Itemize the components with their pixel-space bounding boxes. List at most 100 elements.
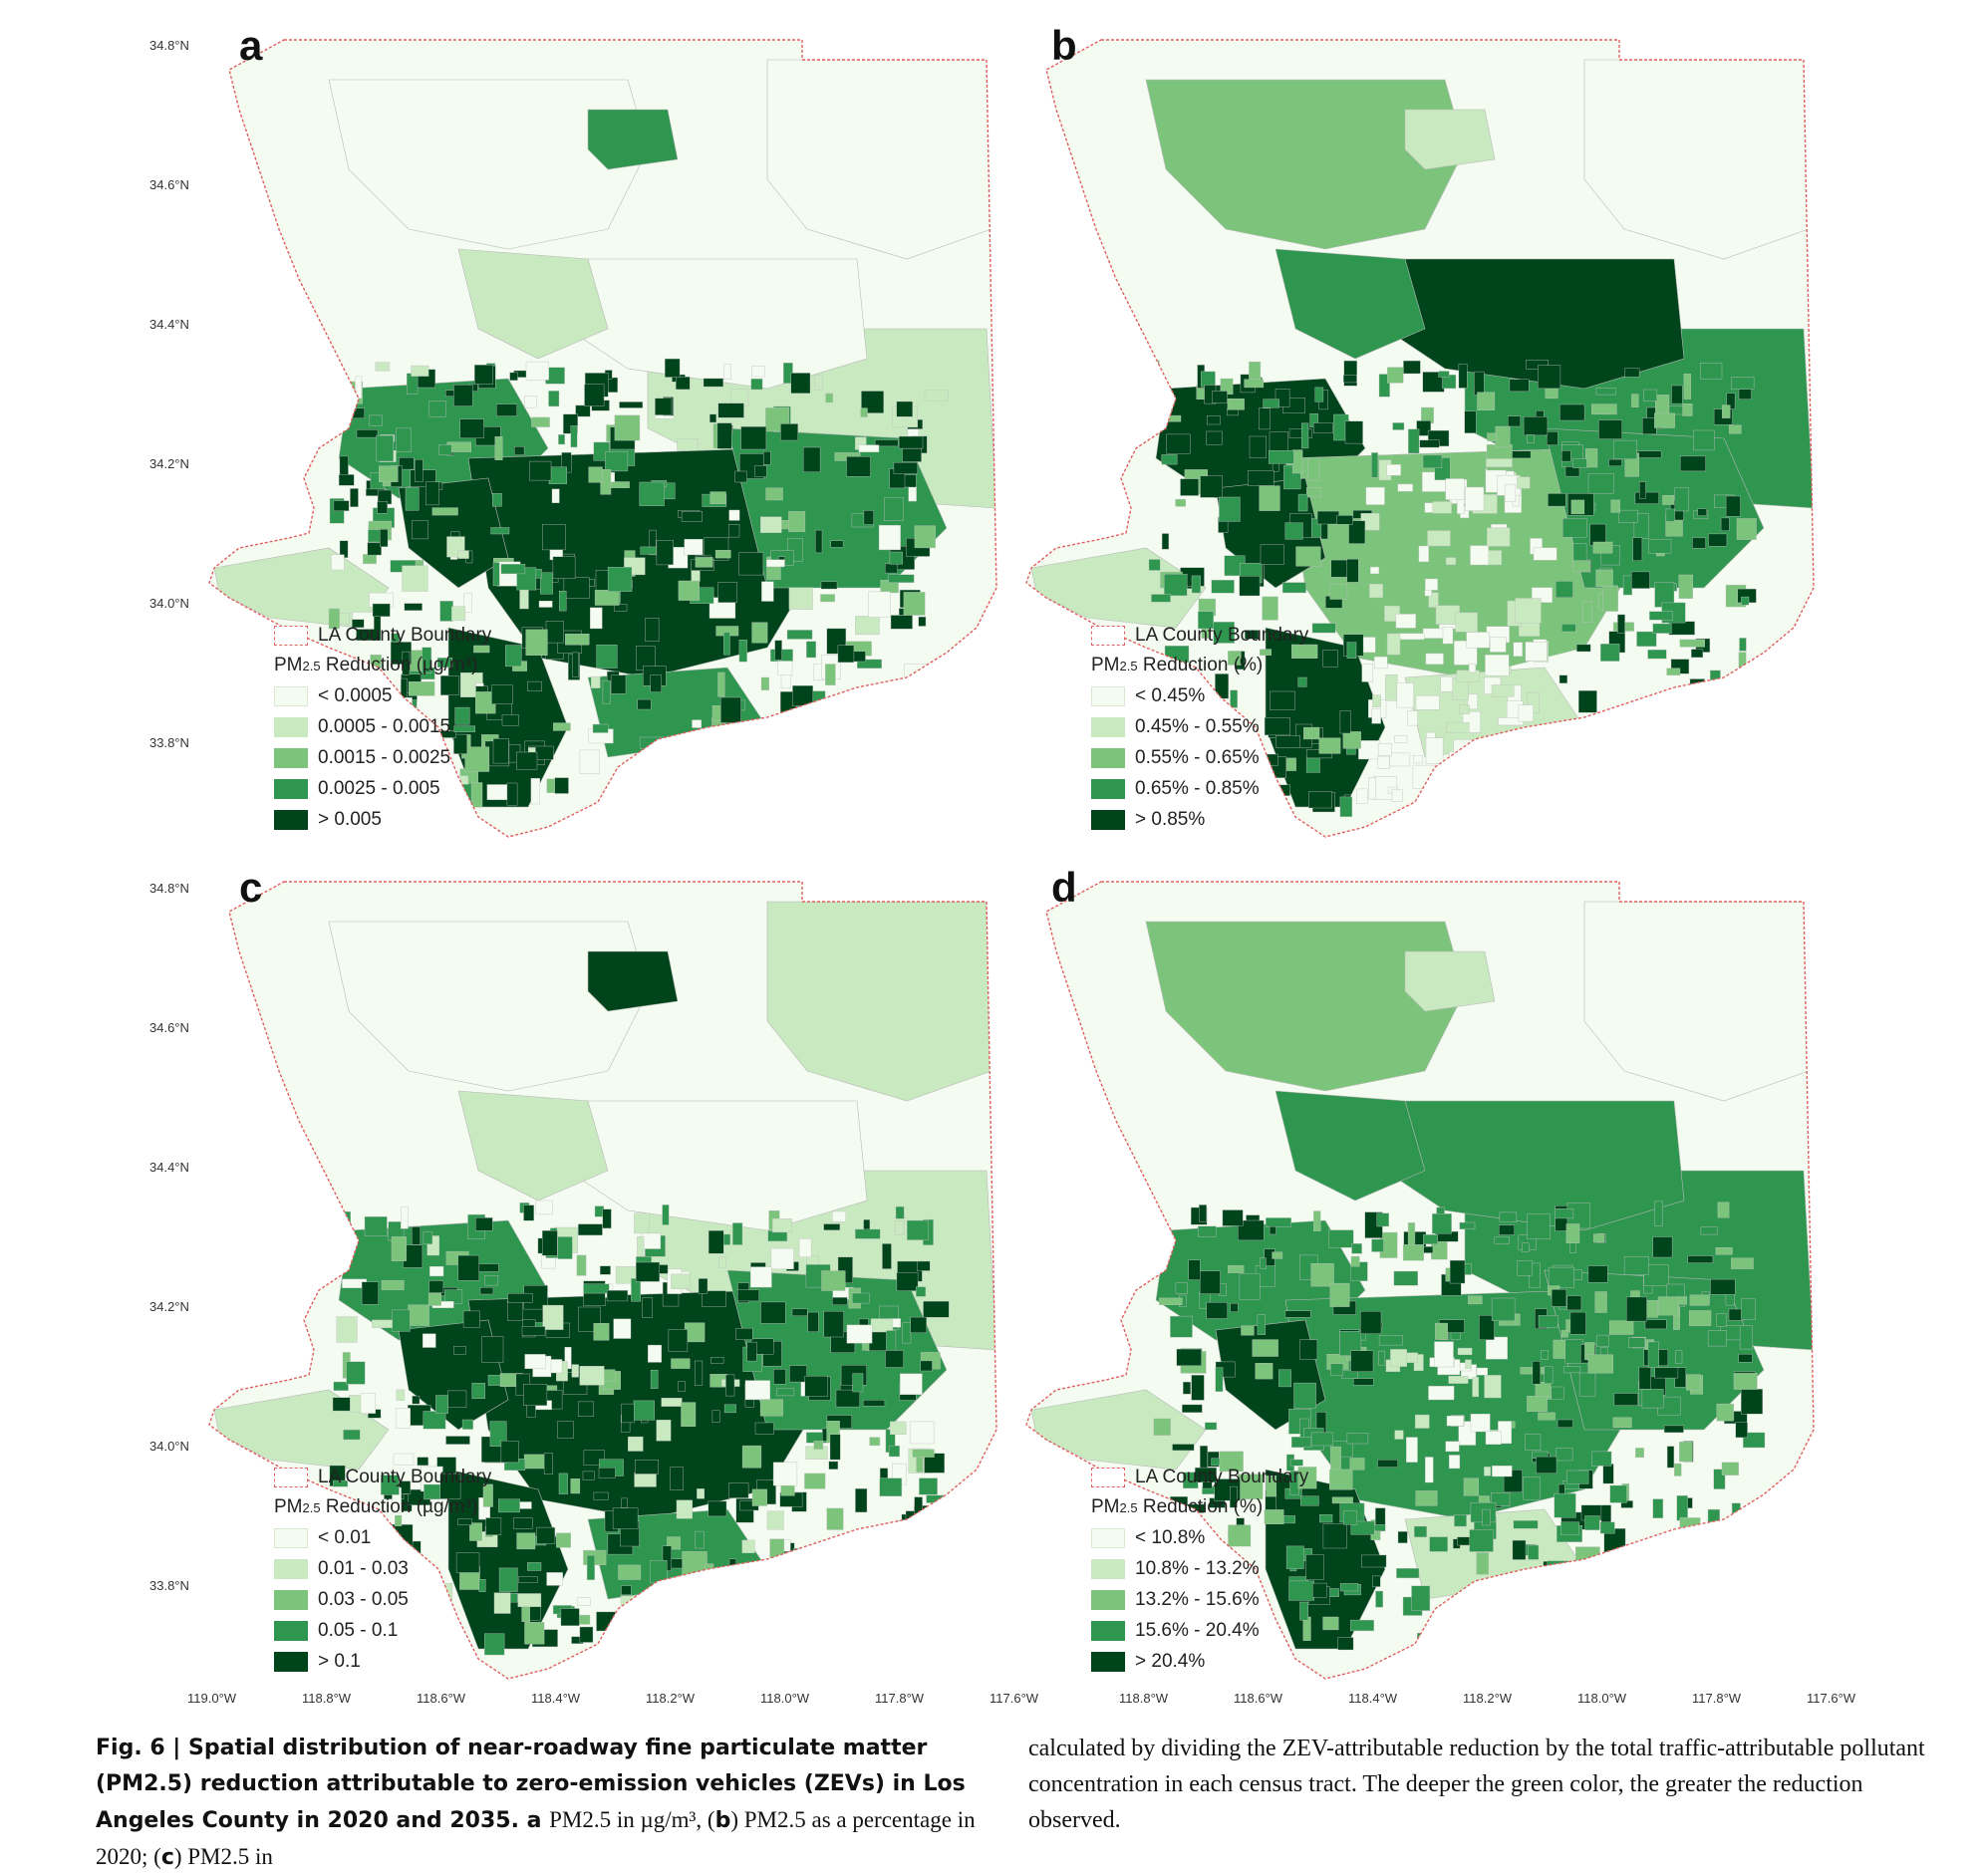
census-tract — [818, 719, 833, 728]
legend-swatch — [1091, 809, 1125, 830]
census-tract — [898, 705, 924, 728]
census-tract — [1613, 1393, 1638, 1406]
census-tract — [492, 493, 502, 507]
census-tract — [1290, 1437, 1312, 1449]
census-tract — [1170, 1315, 1193, 1338]
census-tract — [620, 1595, 646, 1621]
census-tract — [1161, 533, 1170, 550]
legend-swatch — [1091, 778, 1125, 799]
census-tract — [332, 1479, 349, 1487]
census-tract — [791, 1308, 808, 1316]
legend-class-label: 0.65% - 0.85% — [1135, 777, 1260, 799]
census-tract — [1576, 644, 1591, 653]
legend-boundary-row: LA County Boundary — [1091, 620, 1308, 651]
census-tract — [1432, 1634, 1449, 1649]
census-tract — [1239, 1273, 1261, 1300]
census-tract — [614, 604, 628, 612]
census-tract — [738, 640, 747, 663]
census-tract — [1449, 1455, 1461, 1470]
census-tract — [896, 1272, 919, 1291]
census-tract — [1312, 1582, 1327, 1598]
census-tract — [1538, 365, 1561, 390]
census-tract — [1397, 483, 1413, 492]
census-tract — [1678, 1531, 1701, 1556]
census-tract — [1554, 1492, 1576, 1518]
census-tract — [780, 672, 791, 689]
census-tract — [650, 674, 662, 692]
census-tract — [1387, 367, 1404, 384]
census-tract — [909, 724, 936, 744]
census-tract — [728, 509, 740, 521]
census-tract — [1377, 755, 1390, 769]
census-tract — [1678, 574, 1693, 599]
census-tract — [796, 1564, 812, 1583]
census-tract — [1303, 726, 1320, 740]
census-tract — [393, 1453, 415, 1466]
census-tract — [1733, 1373, 1758, 1390]
census-tract — [586, 1555, 595, 1581]
legend-swatch — [1091, 1589, 1125, 1610]
census-tract — [598, 1468, 616, 1478]
census-tract — [356, 429, 379, 438]
census-tract — [735, 1328, 753, 1340]
census-tract — [1620, 1500, 1633, 1508]
census-tract — [593, 1491, 609, 1500]
census-tract — [1457, 1347, 1473, 1356]
census-tract — [1470, 545, 1489, 566]
census-tract — [1512, 1539, 1527, 1560]
census-tract — [1716, 1313, 1727, 1327]
census-tract — [837, 645, 855, 664]
census-tract — [1310, 1263, 1334, 1287]
census-tract — [829, 1434, 841, 1461]
census-tract — [633, 1400, 655, 1421]
census-tract — [895, 1206, 905, 1219]
census-tract — [763, 451, 771, 465]
census-tract — [1227, 399, 1245, 410]
census-tract — [493, 1592, 511, 1614]
lon-tick: 118.0°W — [1577, 1691, 1627, 1706]
census-tract — [855, 1228, 881, 1239]
census-tract — [470, 782, 483, 808]
census-tract — [332, 1223, 346, 1241]
census-tract — [751, 366, 765, 378]
census-tract — [395, 1408, 411, 1429]
census-tract — [1606, 1548, 1616, 1568]
census-tract — [1484, 1467, 1491, 1476]
census-tract — [600, 1265, 611, 1275]
panel-letter: a — [239, 22, 263, 69]
census-tract — [1647, 1341, 1659, 1368]
census-tract — [1693, 429, 1715, 451]
census-tract — [1487, 432, 1497, 441]
census-tract — [1198, 611, 1214, 630]
census-tract — [1676, 1495, 1688, 1521]
census-tract — [1299, 1339, 1318, 1360]
census-tract — [1557, 1597, 1564, 1609]
census-tract — [328, 608, 340, 630]
census-tract — [813, 1441, 824, 1450]
census-tract — [1175, 498, 1187, 507]
santa-clarita — [1275, 1090, 1426, 1202]
census-tract — [842, 1593, 851, 1619]
census-tract — [1701, 768, 1717, 794]
census-tract — [1339, 710, 1351, 734]
census-tract — [1416, 420, 1432, 436]
census-tract — [1293, 1382, 1316, 1409]
legend-class-label: > 20.4% — [1135, 1650, 1206, 1672]
census-tract — [447, 1390, 467, 1408]
census-tract — [919, 1477, 938, 1495]
census-tract — [1578, 1564, 1587, 1574]
census-tract — [1285, 757, 1296, 771]
census-tract — [1731, 377, 1755, 390]
census-tract — [1527, 1213, 1551, 1240]
panel-letter: c — [239, 864, 263, 911]
census-tract — [868, 1637, 884, 1646]
census-tract — [835, 1389, 860, 1408]
census-tract — [523, 1454, 548, 1470]
census-tract — [1648, 539, 1672, 554]
lat-tick: 33.8°N — [149, 1578, 189, 1593]
census-tract — [641, 1232, 662, 1249]
census-tract — [1652, 623, 1672, 634]
census-tract — [890, 615, 913, 630]
census-tract — [1417, 1632, 1439, 1656]
census-tract — [349, 407, 365, 418]
